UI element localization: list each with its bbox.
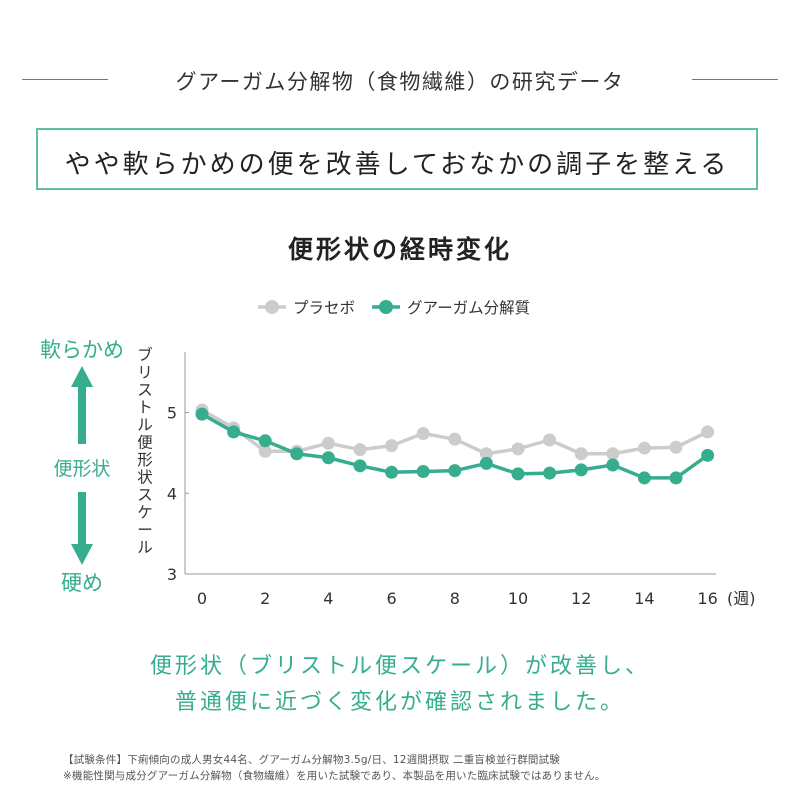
indicator-top-label: 軟らかめ [40, 338, 124, 362]
legend-marker [265, 300, 279, 314]
arrow-up-shaft [78, 386, 86, 444]
x-tick-label: 12 [571, 589, 591, 608]
data-point-1 [227, 425, 241, 439]
data-point-1 [258, 434, 272, 448]
data-point-1 [637, 471, 651, 485]
indicator-middle-label: 便形状 [53, 458, 110, 480]
header-row: グアーガム分解物（食物繊維）の研究データ [22, 60, 778, 100]
footnote-disclaimer: ※機能性関与成分グアーガム分解物（食物繊維）を用いた試験であり、本製品を用いた臨… [63, 770, 606, 782]
arrow-up-icon [71, 366, 93, 387]
data-point-1 [543, 466, 557, 480]
data-point-0 [637, 441, 651, 455]
data-point-0 [606, 447, 620, 461]
data-point-1 [448, 464, 462, 478]
data-point-0 [511, 442, 525, 456]
legend-label: プラセボ [293, 299, 355, 317]
y-tick-label: 3 [167, 565, 177, 584]
data-point-0 [385, 439, 399, 453]
data-point-0 [669, 440, 683, 454]
indicator-bottom-label: 硬め [61, 571, 103, 595]
x-axis-unit: (週) [727, 589, 756, 608]
data-point-1 [416, 464, 430, 478]
x-tick-label: 0 [197, 589, 207, 608]
chart-title: 便形状の経時変化 [287, 235, 512, 264]
data-point-1 [701, 448, 715, 462]
x-tick-label: 10 [508, 589, 528, 608]
data-point-0 [479, 447, 493, 461]
data-point-0 [574, 447, 588, 461]
data-point-1 [195, 407, 209, 421]
data-point-0 [416, 427, 430, 441]
data-point-0 [543, 433, 557, 447]
x-tick-label: 6 [387, 589, 397, 608]
conclusion-line-2: 普通便に近づく変化が確認されました。 [174, 690, 625, 715]
data-point-1 [574, 463, 588, 477]
chart-plot-area [195, 403, 715, 485]
headline-text: やや軟らかめの便を改善しておなかの調子を整える [64, 150, 730, 180]
data-point-1 [606, 458, 620, 472]
chart-legend: プラセボ グアーガム分解質 [258, 299, 530, 317]
data-point-1 [479, 456, 493, 470]
data-point-1 [290, 447, 304, 461]
x-tick-label: 4 [323, 589, 333, 608]
x-tick-label: 14 [634, 589, 654, 608]
arrow-down-icon [71, 544, 93, 565]
data-point-1 [511, 467, 525, 481]
headline-box: やや軟らかめの便を改善しておなかの調子を整える [36, 128, 758, 190]
conclusion-line-1: 便形状（ブリストル便スケール）が改善し、 [149, 654, 650, 679]
footnote-test-conditions: 【試験条件】下痢傾向の成人男女44名、グアーガム分解物3.5g/日、12週間摂取… [63, 754, 561, 766]
data-point-0 [321, 436, 335, 450]
data-point-1 [321, 451, 335, 465]
y-tick-label: 5 [167, 404, 177, 423]
data-point-1 [669, 471, 683, 485]
y-axis-label: ブリストル便形状スケール [137, 345, 153, 557]
data-point-0 [701, 425, 715, 439]
x-tick-label: 16 [697, 589, 717, 608]
x-tick-label: 8 [450, 589, 460, 608]
legend-label: グアーガム分解質 [407, 299, 530, 317]
data-point-1 [385, 465, 399, 479]
x-tick-label: 2 [260, 589, 270, 608]
chart-axes: 3 4 5 0 2 4 6 8 10 12 14 16 (週) ブリストル便形状スケール [137, 345, 755, 608]
data-point-0 [353, 443, 367, 457]
header-rule-left [22, 79, 108, 80]
page-title: グアーガム分解物（食物繊維）の研究データ [175, 70, 625, 94]
y-tick-label: 4 [167, 484, 177, 503]
arrow-down-shaft [78, 492, 86, 545]
header-rule-right [692, 79, 778, 80]
data-point-0 [448, 432, 462, 446]
legend-marker [379, 300, 393, 314]
data-point-1 [353, 459, 367, 473]
data-point-0 [258, 444, 272, 458]
